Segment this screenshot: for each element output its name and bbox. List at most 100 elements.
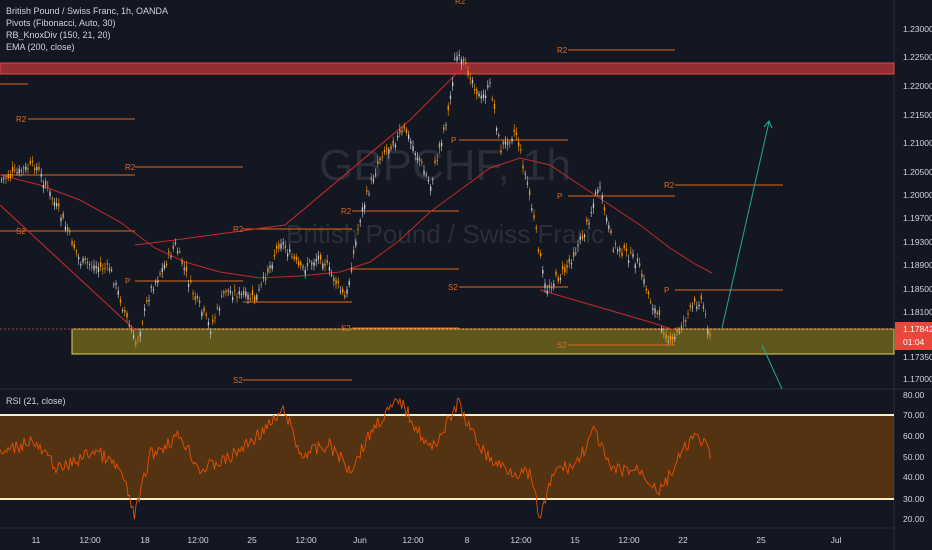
candle-body [381,156,383,158]
candle-body [60,217,62,222]
candle-body [258,289,260,291]
candle-body [91,266,93,268]
pivot-label-r2: R2 [16,115,27,124]
candle-body [280,243,282,249]
candle-body [509,142,511,144]
candle-body [581,235,584,239]
candle-body [16,172,18,174]
candle-body [47,185,49,187]
candle-body [300,262,302,266]
candle-body [141,322,144,324]
candle-body [403,126,405,129]
candle-body [152,289,155,291]
candle-body [441,142,443,147]
candle-body [579,236,581,240]
candle-body [23,167,25,169]
projection-arrow[interactable] [721,120,783,390]
candle-body [199,300,201,304]
indicator-rsi[interactable]: RSI (21, close) [6,396,66,406]
candle-body [262,276,265,278]
candle-body [685,320,687,322]
price-tick: 1.20000 [903,190,932,200]
support-zone[interactable] [71,328,895,355]
candle-body [370,177,372,180]
candle-body [73,244,75,249]
candle-body [636,258,639,262]
candle-body [419,158,421,162]
candle-body [254,296,256,302]
price-tick: 1.23000 [903,24,932,34]
resistance-zone[interactable] [0,62,895,75]
indicator-pivots[interactable]: Pivots (Fibonacci, Auto, 30) [6,18,116,28]
candle-body [617,249,619,251]
candle-body [405,129,408,133]
candle-body [150,286,152,288]
candle-body [630,251,632,253]
candle-body [287,253,289,257]
price-tick: 1.19700 [903,213,932,223]
candle-body [221,295,223,297]
candle-body [599,186,601,188]
indicator-knoxdiv[interactable]: RB_KnoxDiv (150, 21, 20) [6,30,111,40]
candle-body [443,126,445,130]
candle-body [104,267,106,269]
candle-body [29,160,31,164]
candle-body [689,305,691,307]
candle-body [56,203,58,207]
candle-body [203,307,205,312]
pivot-label-r2: R2 [341,207,352,216]
candle-body [249,298,251,300]
candle-body [397,135,399,138]
indicator-ema[interactable]: EMA (200, close) [6,42,75,52]
symbol-description-watermark: British Pound / Swiss Franc [286,219,604,249]
candle-body [337,280,339,283]
candle-body [377,160,379,165]
candle-body [674,336,676,340]
time-tick: 12:00 [618,535,640,545]
candle-body [364,204,366,210]
candle-body [133,335,135,338]
rsi-line[interactable] [0,397,711,520]
candle-body [289,249,291,253]
rsi-tick: 80.00 [903,390,925,400]
candle-body [537,249,540,252]
candle-body [610,230,612,234]
candle-body [544,283,546,288]
bar-countdown: 01:04 [903,337,925,347]
rsi-tick: 70.00 [903,410,925,420]
candle-body [430,186,432,191]
candle-body [562,266,564,270]
candle-body [469,77,471,80]
candle-body [69,230,71,233]
candle-body [625,248,628,251]
candle-body [350,267,353,272]
pivot-label-p: P [664,286,669,295]
candle-body [100,262,102,267]
candle-body [353,250,355,254]
candle-body [603,207,606,211]
candle-body [157,280,159,283]
candle-body [383,149,386,153]
candle-body [645,288,647,291]
price-tick: 1.18500 [903,284,932,294]
price-tick: 1.21000 [903,138,932,148]
current-price-badge[interactable]: 1.17842 01:04 [895,322,932,350]
candle-body [478,93,480,97]
candle-body [71,241,73,245]
candle-body [119,299,122,303]
candle-body [683,320,685,322]
price-candles[interactable] [1,49,711,348]
candle-body [542,270,544,274]
candle-body [698,304,700,307]
time-tick: 15 [570,535,580,545]
candle-body [108,267,111,272]
candle-body [3,178,5,180]
candle-body [634,264,636,268]
candle-body [276,245,278,249]
candle-body [229,290,232,293]
symbol-title[interactable]: British Pound / Swiss Franc, 1h, OANDA [6,6,169,16]
candle-body [520,149,522,151]
candle-body [295,256,298,261]
candle-body [500,150,502,153]
